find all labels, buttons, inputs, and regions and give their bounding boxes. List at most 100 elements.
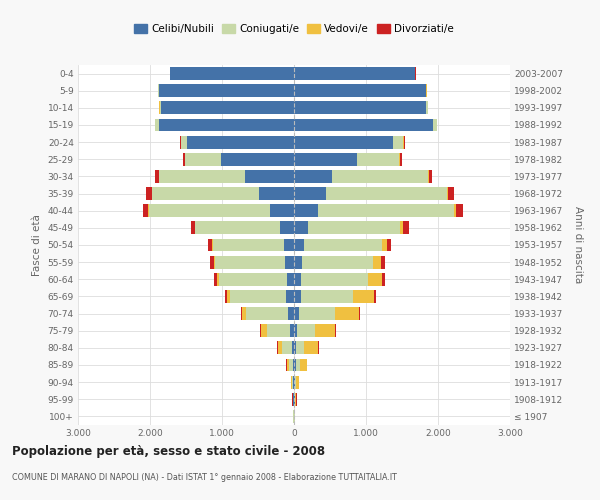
Bar (294, 290, 301, 303)
Bar (285, 256, 294, 268)
Bar (155, 118, 158, 132)
Bar (403, 222, 409, 234)
Bar (287, 307, 294, 320)
Bar (368, 273, 382, 285)
Bar (400, 222, 403, 234)
Bar (294, 324, 297, 337)
Bar (301, 273, 368, 285)
Bar (294, 222, 308, 234)
Bar (212, 238, 284, 252)
Bar (426, 102, 428, 114)
Bar (191, 222, 195, 234)
Bar (454, 204, 456, 217)
Bar (446, 187, 448, 200)
Bar (230, 290, 286, 303)
Bar (160, 102, 161, 114)
Bar (214, 273, 217, 285)
Bar (245, 170, 294, 183)
Bar (277, 342, 278, 354)
Bar (282, 342, 292, 354)
Bar (290, 324, 294, 337)
Bar (314, 324, 335, 337)
Bar (296, 358, 300, 372)
Bar (304, 238, 382, 252)
Bar (294, 153, 358, 166)
Bar (155, 170, 159, 183)
Bar (294, 118, 433, 132)
Bar (292, 342, 294, 354)
Bar (358, 153, 399, 166)
Bar (381, 256, 385, 268)
Bar (170, 67, 294, 80)
Bar (294, 187, 326, 200)
Y-axis label: Anni di nascita: Anni di nascita (573, 206, 583, 284)
Bar (208, 238, 212, 252)
Bar (326, 187, 446, 200)
Bar (335, 324, 337, 337)
Bar (297, 324, 314, 337)
Bar (300, 358, 307, 372)
Bar (143, 204, 148, 217)
Bar (227, 290, 230, 303)
Bar (448, 187, 454, 200)
Bar (294, 342, 296, 354)
Bar (353, 290, 374, 303)
Bar (183, 153, 185, 166)
Bar (296, 342, 304, 354)
Bar (295, 393, 296, 406)
Text: Popolazione per età, sesso e stato civile - 2008: Popolazione per età, sesso e stato civil… (12, 445, 325, 458)
Bar (294, 238, 304, 252)
Bar (146, 187, 152, 200)
Bar (195, 222, 196, 234)
Bar (304, 342, 319, 354)
Bar (161, 102, 294, 114)
Bar (302, 256, 373, 268)
Bar (295, 376, 296, 388)
Bar (299, 307, 335, 320)
Bar (293, 358, 294, 372)
Bar (335, 307, 359, 320)
Bar (332, 170, 428, 183)
Bar (428, 170, 429, 183)
Bar (158, 84, 294, 97)
Bar (215, 256, 285, 268)
Bar (374, 290, 376, 303)
Bar (319, 204, 454, 217)
Bar (221, 153, 294, 166)
Bar (269, 204, 294, 217)
Bar (241, 307, 242, 320)
Bar (308, 222, 400, 234)
Bar (220, 273, 287, 285)
Bar (187, 136, 294, 148)
Bar (181, 136, 187, 148)
Bar (266, 324, 290, 337)
Bar (287, 273, 294, 285)
Bar (261, 324, 266, 337)
Bar (294, 170, 332, 183)
Bar (294, 358, 296, 372)
Bar (284, 238, 294, 252)
Bar (209, 256, 214, 268)
Bar (382, 238, 387, 252)
Bar (294, 273, 301, 285)
Bar (294, 307, 299, 320)
Bar (196, 222, 280, 234)
Bar (289, 358, 293, 372)
Bar (278, 342, 282, 354)
Bar (287, 358, 289, 372)
Bar (149, 204, 269, 217)
Bar (293, 376, 294, 388)
Bar (359, 307, 361, 320)
Bar (292, 376, 293, 388)
Bar (259, 187, 294, 200)
Y-axis label: Fasce di età: Fasce di età (32, 214, 42, 276)
Bar (433, 118, 437, 132)
Bar (294, 376, 295, 388)
Bar (456, 204, 463, 217)
Text: COMUNE DI MARANO DI NAPOLI (NA) - Dati ISTAT 1° gennaio 2008 - Elaborazione TUTT: COMUNE DI MARANO DI NAPOLI (NA) - Dati I… (12, 473, 397, 482)
Bar (280, 222, 294, 234)
Bar (260, 324, 261, 337)
Bar (180, 136, 181, 148)
Bar (246, 307, 287, 320)
Bar (294, 256, 302, 268)
